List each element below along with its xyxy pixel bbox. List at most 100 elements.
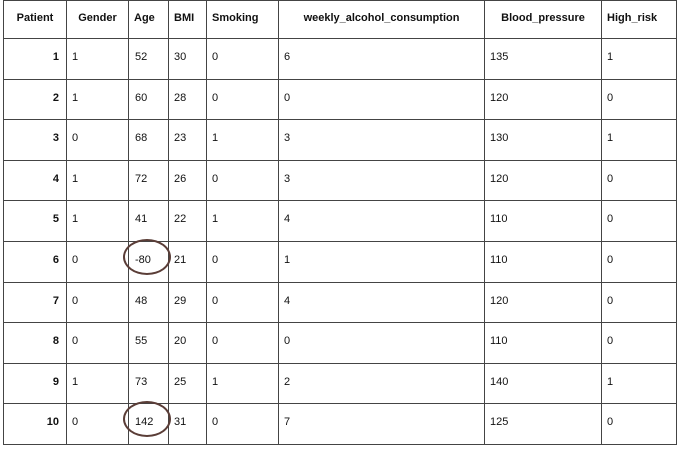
annotation-circle <box>123 401 171 438</box>
gender-cell: 0 <box>66 403 129 445</box>
table-row: 4 1 72 26 0 3 120 0 <box>3 159 677 202</box>
high-risk-cell: 0 <box>601 240 677 283</box>
patient-id-cell: 1 <box>3 38 67 80</box>
bmi-cell: 31 <box>168 403 207 445</box>
gender-cell: 0 <box>66 281 129 324</box>
smoking-cell: 0 <box>206 403 279 445</box>
alcohol-cell: 3 <box>278 119 485 161</box>
high-risk-cell: 0 <box>601 403 677 445</box>
bmi-cell: 20 <box>168 322 207 364</box>
column-header-blood-pressure: Blood_pressure <box>484 0 602 39</box>
smoking-cell: 1 <box>206 362 279 405</box>
alcohol-cell: 1 <box>278 240 485 283</box>
alcohol-cell: 6 <box>278 38 485 80</box>
bmi-cell: 26 <box>168 159 207 202</box>
blood-pressure-cell: 135 <box>484 38 602 80</box>
smoking-cell: 0 <box>206 322 279 364</box>
age-cell: 60 <box>128 78 169 121</box>
table-row: 9 1 73 25 1 2 140 1 <box>3 362 677 405</box>
high-risk-cell: 1 <box>601 38 677 80</box>
age-cell: 48 <box>128 281 169 324</box>
smoking-cell: 1 <box>206 200 279 242</box>
alcohol-cell: 4 <box>278 281 485 324</box>
gender-cell: 0 <box>66 322 129 364</box>
patient-id-cell: 5 <box>3 200 67 242</box>
alcohol-cell: 4 <box>278 200 485 242</box>
age-cell: 73 <box>128 362 169 405</box>
gender-cell: 1 <box>66 159 129 202</box>
age-cell: 41 <box>128 200 169 242</box>
gender-cell: 1 <box>66 362 129 405</box>
blood-pressure-cell: 130 <box>484 119 602 161</box>
header-row: Patient Gender Age BMI Smoking weekly_al… <box>3 0 677 39</box>
column-header-smoking: Smoking <box>206 0 279 39</box>
table-row: 1 1 52 30 0 6 135 1 <box>3 38 677 80</box>
alcohol-cell: 0 <box>278 322 485 364</box>
patient-id-cell: 2 <box>3 78 67 121</box>
blood-pressure-cell: 110 <box>484 200 602 242</box>
alcohol-cell: 0 <box>278 78 485 121</box>
table-row: 5 1 41 22 1 4 110 0 <box>3 200 677 242</box>
patient-data-table: Patient Gender Age BMI Smoking weekly_al… <box>3 0 677 445</box>
high-risk-cell: 0 <box>601 200 677 242</box>
age-cell: 55 <box>128 322 169 364</box>
smoking-cell: 0 <box>206 38 279 80</box>
column-header-high-risk: High_risk <box>601 0 677 39</box>
age-cell: 52 <box>128 38 169 80</box>
high-risk-cell: 1 <box>601 119 677 161</box>
blood-pressure-cell: 125 <box>484 403 602 445</box>
high-risk-cell: 1 <box>601 362 677 405</box>
blood-pressure-cell: 120 <box>484 78 602 121</box>
table-row: 6 0 -80 21 0 1 110 0 <box>3 238 677 283</box>
column-header-patient: Patient <box>3 0 67 39</box>
high-risk-cell: 0 <box>601 322 677 364</box>
bmi-cell: 25 <box>168 362 207 405</box>
blood-pressure-cell: 120 <box>484 281 602 324</box>
table-body: 1 1 52 30 0 6 135 1 2 1 60 28 0 0 120 0 3 0 68 23 1 3 130 1 4 1 72… <box>3 38 677 445</box>
table-row: 7 0 48 29 0 4 120 0 <box>3 281 677 324</box>
bmi-cell: 30 <box>168 38 207 80</box>
alcohol-cell: 7 <box>278 403 485 445</box>
age-cell: 72 <box>128 159 169 202</box>
column-header-age: Age <box>128 0 169 39</box>
column-header-gender: Gender <box>66 0 129 39</box>
patient-id-cell: 9 <box>3 362 67 405</box>
table-row: 10 0 142 31 0 7 125 0 <box>3 401 677 445</box>
bmi-cell: 28 <box>168 78 207 121</box>
high-risk-cell: 0 <box>601 159 677 202</box>
high-risk-cell: 0 <box>601 78 677 121</box>
patient-id-cell: 3 <box>3 119 67 161</box>
blood-pressure-cell: 110 <box>484 322 602 364</box>
high-risk-cell: 0 <box>601 281 677 324</box>
alcohol-cell: 2 <box>278 362 485 405</box>
age-cell: 142 <box>123 401 171 445</box>
patient-id-cell: 6 <box>3 240 67 283</box>
blood-pressure-cell: 140 <box>484 362 602 405</box>
smoking-cell: 0 <box>206 281 279 324</box>
blood-pressure-cell: 110 <box>484 240 602 283</box>
table-row: 3 0 68 23 1 3 130 1 <box>3 119 677 161</box>
gender-cell: 0 <box>66 119 129 161</box>
bmi-cell: 23 <box>168 119 207 161</box>
bmi-cell: 22 <box>168 200 207 242</box>
column-header-alcohol: weekly_alcohol_consumption <box>278 0 485 39</box>
smoking-cell: 1 <box>206 119 279 161</box>
table-row: 8 0 55 20 0 0 110 0 <box>3 322 677 364</box>
age-cell: -80 <box>123 238 171 283</box>
bmi-cell: 29 <box>168 281 207 324</box>
annotation-circle <box>123 238 171 275</box>
patient-id-cell: 4 <box>3 159 67 202</box>
gender-cell: 1 <box>66 200 129 242</box>
patient-id-cell: 7 <box>3 281 67 324</box>
smoking-cell: 0 <box>206 78 279 121</box>
column-header-bmi: BMI <box>168 0 207 39</box>
smoking-cell: 0 <box>206 159 279 202</box>
gender-cell: 1 <box>66 38 129 80</box>
blood-pressure-cell: 120 <box>484 159 602 202</box>
age-cell: 68 <box>128 119 169 161</box>
smoking-cell: 0 <box>206 240 279 283</box>
table-row: 2 1 60 28 0 0 120 0 <box>3 78 677 121</box>
gender-cell: 1 <box>66 78 129 121</box>
gender-cell: 0 <box>66 240 129 283</box>
bmi-cell: 21 <box>168 240 207 283</box>
